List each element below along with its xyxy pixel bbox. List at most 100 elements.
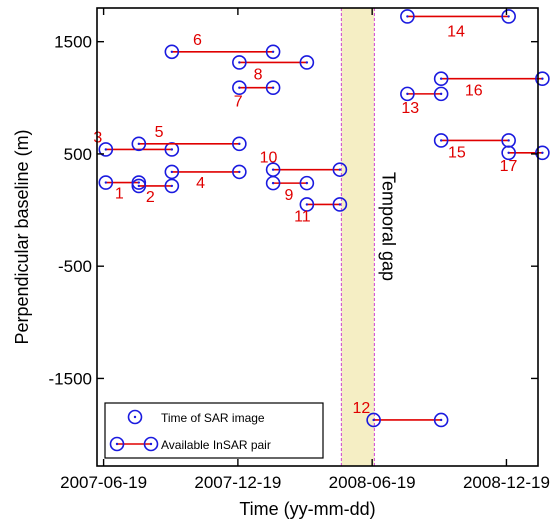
x-tick-label: 2007-06-19 [60, 473, 147, 492]
pair-label-1: 1 [115, 186, 124, 203]
sar-image-marker-dot [170, 148, 174, 151]
sar-image-marker-dot [170, 184, 174, 188]
sar-image-marker-dot [372, 418, 375, 422]
sar-image-marker [535, 145, 550, 161]
insar-pair-12: 12 [352, 400, 449, 428]
y-axis-title: Perpendicular baseline (m) [12, 129, 32, 344]
x-tick-label: 2008-06-19 [329, 473, 416, 492]
sar-image-marker-dot [137, 142, 141, 146]
sar-image-marker [164, 178, 180, 194]
sar-image-marker-dot [507, 15, 510, 18]
pair-label-13: 13 [401, 100, 419, 117]
legend-item-sar-image: Time of SAR image [127, 409, 265, 425]
sar-image-marker [131, 136, 147, 152]
pair-label-12: 12 [352, 400, 370, 417]
sar-image-marker [400, 86, 415, 102]
sar-image-marker-dot [439, 418, 443, 422]
sar-image-marker-dot [271, 86, 275, 89]
temporal-gap-label: Temporal gap [378, 172, 398, 281]
sar-image-marker-dot [305, 203, 309, 206]
legend-marker-icon [127, 409, 143, 425]
sar-image-marker-dot [271, 50, 275, 53]
sar-image-marker-dot [271, 181, 275, 185]
pair-label-5: 5 [155, 124, 164, 141]
pair-label-11: 11 [294, 208, 311, 225]
insar-pair-15: 15 [433, 133, 516, 161]
pair-label-6: 6 [193, 32, 202, 49]
legend-box [104, 402, 324, 459]
sar-image-marker-dot [439, 139, 443, 142]
sar-image-marker [501, 9, 516, 24]
insar-pair-2: 2 [131, 178, 180, 206]
sar-image-marker [299, 175, 315, 191]
pair-label-17: 17 [500, 158, 518, 175]
sar-image-marker-dot [305, 61, 309, 64]
sar-image-marker-dot [104, 148, 108, 151]
sar-image-marker [535, 71, 550, 87]
sar-image-marker-dot [238, 170, 241, 174]
sar-image-marker [433, 133, 449, 148]
insar-pair-17: 17 [500, 145, 550, 175]
pair-label-4: 4 [196, 175, 205, 192]
sar-image-marker-dot [406, 15, 409, 18]
sar-image-marker [433, 86, 449, 102]
insar-pair-11: 11 [294, 197, 348, 225]
legend-label-sar-image: Time of SAR image [161, 411, 265, 425]
legend-label-insar-pair: Available InSAR pair [161, 438, 271, 452]
sar-image-marker-dot [170, 170, 174, 174]
sar-image-marker [332, 162, 348, 177]
y-tick-label: 500 [64, 145, 92, 164]
x-tick-label: 2008-12-19 [463, 473, 550, 492]
sar-image-marker-dot [170, 50, 174, 53]
sar-image-marker [131, 178, 147, 194]
pair-label-15: 15 [448, 144, 466, 161]
sar-image-marker [98, 142, 114, 157]
sar-image-marker-dot [238, 61, 241, 64]
sar-image-marker-dot [305, 181, 309, 185]
sar-image-marker-dot [137, 181, 141, 184]
pair-label-10: 10 [260, 150, 278, 167]
legend: Time of SAR image Available InSAR pair [104, 402, 324, 459]
sar-image-marker-dot [439, 77, 443, 80]
pair-label-14: 14 [447, 23, 465, 40]
pair-label-16: 16 [465, 83, 483, 100]
sar-image-marker-dot [338, 168, 342, 171]
sar-image-marker [501, 145, 516, 161]
sar-image-marker-dot [507, 139, 510, 142]
y-tick-label: 1500 [54, 33, 92, 52]
sar-image-marker [265, 80, 281, 96]
pair-label-7: 7 [234, 94, 243, 111]
legend-pair-marker-icon-dot [115, 442, 119, 446]
sar-image-marker [265, 44, 281, 60]
legend-pair-marker-icon [143, 436, 159, 452]
insar-pair-3: 3 [93, 129, 180, 157]
x-tick-label: 2007-12-19 [194, 473, 281, 492]
axes-layer: 1500 500 -500 -1500 2007-06-19 2007-12-19 2008… [12, 7, 550, 519]
sar-image-marker [332, 197, 348, 212]
insar-pair-8: 8 [232, 55, 315, 83]
temporal-gap-band [341, 8, 375, 466]
temporal-gap-layer: Temporal gap [340, 8, 398, 466]
sar-image-marker-dot [507, 151, 510, 155]
sar-image-marker [232, 164, 247, 180]
insar-pair-6: 6 [164, 32, 281, 60]
legend-pair-marker-icon-dot [149, 442, 153, 446]
pair-label-8: 8 [254, 66, 263, 83]
sar-image-marker [232, 80, 247, 96]
insar-pair-9: 9 [265, 175, 315, 204]
legend-item-insar-pair: Available InSAR pair [109, 436, 271, 452]
pair-label-2: 2 [146, 189, 155, 206]
insar-pair-16: 16 [433, 71, 550, 100]
sar-image-marker [131, 175, 147, 190]
y-tick-label: -1500 [49, 369, 92, 388]
sar-image-marker [433, 412, 449, 428]
plot-frame [96, 7, 539, 467]
sar-image-marker [366, 412, 381, 428]
sar-image-marker [164, 44, 180, 60]
sar-image-marker [299, 197, 315, 212]
x-axis-title: Time (yy-mm-dd) [239, 499, 375, 519]
sar-image-marker [400, 9, 415, 24]
sar-image-marker [164, 164, 180, 180]
